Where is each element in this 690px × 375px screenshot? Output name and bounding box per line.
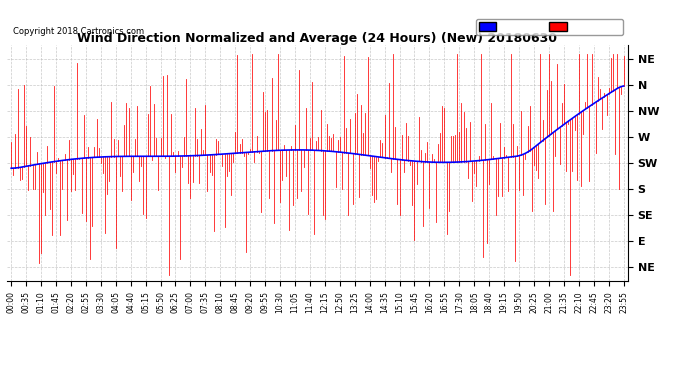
Title: Wind Direction Normalized and Average (24 Hours) (New) 20180630: Wind Direction Normalized and Average (2…: [77, 32, 558, 45]
Text: Copyright 2018 Cartronics.com: Copyright 2018 Cartronics.com: [13, 27, 144, 36]
Legend: Average, Direction: Average, Direction: [476, 19, 623, 35]
